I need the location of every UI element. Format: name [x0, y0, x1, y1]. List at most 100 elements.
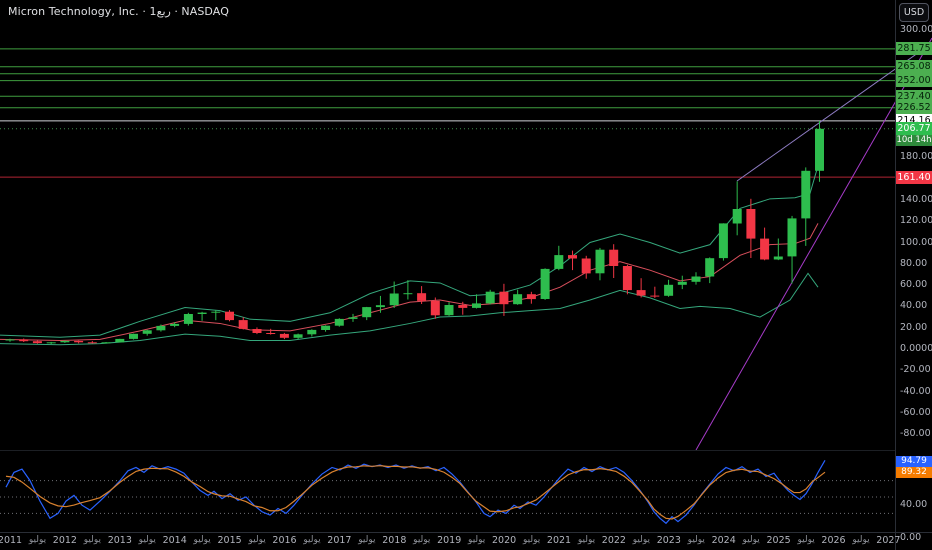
candle-body	[801, 170, 811, 219]
candle-body	[129, 333, 138, 339]
candle-body	[238, 320, 248, 329]
time-axis-year-2014: 2014	[162, 535, 187, 546]
rsi-ma-value-label: 89.32	[896, 467, 932, 478]
candle-body	[197, 312, 207, 314]
price-level-label-281.75[interactable]: 281.75	[896, 42, 932, 55]
candle-body	[266, 333, 276, 334]
rsi-value-label: 94.79	[896, 456, 932, 467]
time-axis-year-2015: 2015	[217, 535, 242, 546]
time-axis-year-2023: 2023	[656, 535, 681, 546]
candle-body	[293, 334, 303, 338]
time-axis-year-2027: 2027	[876, 535, 901, 546]
time-axis-year-2025: 2025	[766, 535, 791, 546]
candle-body	[760, 238, 770, 260]
candle-body	[321, 325, 331, 330]
time-axis-month-july: يوليو	[632, 535, 651, 545]
candle-body	[307, 329, 317, 335]
candle-body	[732, 209, 742, 224]
candle-body	[815, 128, 824, 171]
candle-body	[677, 281, 687, 285]
candle-body	[595, 249, 605, 274]
candle-body	[444, 305, 454, 316]
candle-body	[472, 303, 481, 308]
candle-body	[362, 307, 372, 318]
price-tick-120: 120.00	[900, 215, 932, 226]
candle-body	[32, 341, 42, 344]
candle-body	[156, 325, 166, 331]
price-tick--60: -60.00	[900, 407, 931, 418]
candle-body	[540, 268, 550, 299]
currency-unit-button[interactable]: USD	[899, 3, 929, 22]
candle-body	[60, 340, 70, 343]
symbol-title[interactable]: Micron Technology, Inc. · 1ربع · NASDAQ	[8, 5, 229, 18]
alert-price-label[interactable]: 161.40	[896, 171, 932, 184]
time-axis-year-2012: 2012	[52, 535, 77, 546]
candle-body	[170, 323, 180, 326]
candle-body	[513, 294, 523, 305]
time-axis-year-2024: 2024	[711, 535, 736, 546]
candle-body	[526, 294, 536, 300]
price-tick-40: 40.00	[900, 300, 928, 311]
candle-body	[746, 209, 756, 239]
time-axis-month-july: يوليو	[413, 535, 431, 545]
candle-body	[183, 314, 193, 324]
time-axis-year-2021: 2021	[546, 535, 572, 546]
time-axis-month-july: يوليو	[358, 535, 376, 545]
time-axis-year-2017: 2017	[327, 535, 352, 546]
bollinger-basis-line	[0, 223, 819, 341]
candle-body	[773, 256, 783, 260]
time-axis-year-2020: 2020	[492, 535, 517, 546]
candle-body	[417, 293, 427, 301]
candle-body	[252, 329, 262, 333]
time-axis-month-july: يوليو	[248, 535, 266, 545]
time-axis-month-july: يوليو	[83, 535, 102, 545]
candle-body	[622, 266, 632, 291]
bollinger-upper-band	[0, 165, 819, 338]
price-tick--80: -80.00	[900, 428, 931, 439]
candle-body	[581, 258, 591, 274]
candle-body	[211, 311, 221, 313]
bar-countdown-label: 10d 14h	[896, 135, 932, 146]
candle-body	[458, 305, 468, 308]
price-level-label-226.52[interactable]: 226.52	[896, 101, 932, 114]
rsi-ma-line	[5, 465, 826, 520]
candle-body	[142, 330, 152, 334]
candle-body	[403, 293, 413, 295]
candle-body	[430, 300, 440, 316]
price-tick-140: 140.00	[900, 194, 932, 205]
candle-body	[225, 311, 234, 321]
candle-body	[718, 223, 728, 259]
price-level-label-237.4[interactable]: 237.40	[896, 90, 932, 103]
candle-body	[787, 218, 797, 257]
time-axis-month-july: يوليو	[577, 535, 596, 545]
time-axis-year-2019: 2019	[437, 535, 462, 546]
candle-body	[348, 317, 358, 319]
time-axis-year-2016: 2016	[272, 535, 297, 546]
price-level-label-265.08[interactable]: 265.08	[896, 60, 932, 73]
time-axis-month-july: يوليو	[28, 535, 47, 545]
price-tick-180: 180.00	[900, 151, 932, 162]
time-axis-month-july: يوليو	[138, 535, 156, 545]
candle-body	[375, 305, 385, 308]
candle-body	[485, 291, 495, 304]
candle-body	[74, 340, 84, 343]
price-level-label-252[interactable]: 252.00	[896, 74, 932, 87]
price-scale[interactable]: USD 300.00 180.00 140.00 120.00 100.00 80.00 6…	[896, 0, 932, 550]
time-axis-year-2022: 2022	[601, 535, 626, 546]
time-scale[interactable]: 2011 2012 2013 2014 2015 2016 2017 2018 2019 2020…	[0, 533, 932, 550]
time-axis-month-july: يوليو	[522, 535, 541, 545]
candle-body	[664, 284, 674, 296]
price-tick--20: -20.00	[900, 364, 931, 375]
candle-body	[389, 293, 399, 306]
candle-body	[691, 276, 701, 282]
price-tick-0: 0.0000	[900, 343, 932, 354]
candle-body	[609, 249, 619, 266]
time-axis-year-2013: 2013	[107, 535, 132, 546]
candle-body	[46, 342, 56, 344]
candle-body	[101, 342, 111, 344]
rsi-tick-0: 0.00	[900, 532, 922, 543]
current-price-label[interactable]: 206.77	[896, 122, 932, 135]
trendline-from-2025-low[interactable]	[695, 37, 932, 451]
